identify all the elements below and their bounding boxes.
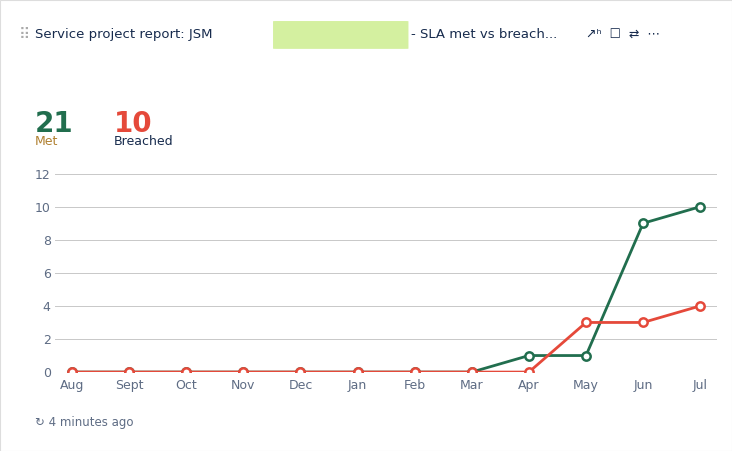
Text: - SLA met vs breach...: - SLA met vs breach...	[411, 28, 558, 41]
Text: 21: 21	[35, 110, 74, 138]
Text: Met: Met	[35, 135, 59, 148]
Text: ⠿: ⠿	[18, 28, 29, 42]
Text: Service project report: JSM: Service project report: JSM	[35, 28, 212, 41]
Text: 10: 10	[113, 110, 152, 138]
Text: Breached: Breached	[113, 135, 173, 148]
Text: ↗ʰ  ☐  ⇄  ⋯: ↗ʰ ☐ ⇄ ⋯	[586, 28, 660, 41]
Text: ↻ 4 minutes ago: ↻ 4 minutes ago	[35, 416, 134, 429]
FancyBboxPatch shape	[273, 21, 408, 49]
